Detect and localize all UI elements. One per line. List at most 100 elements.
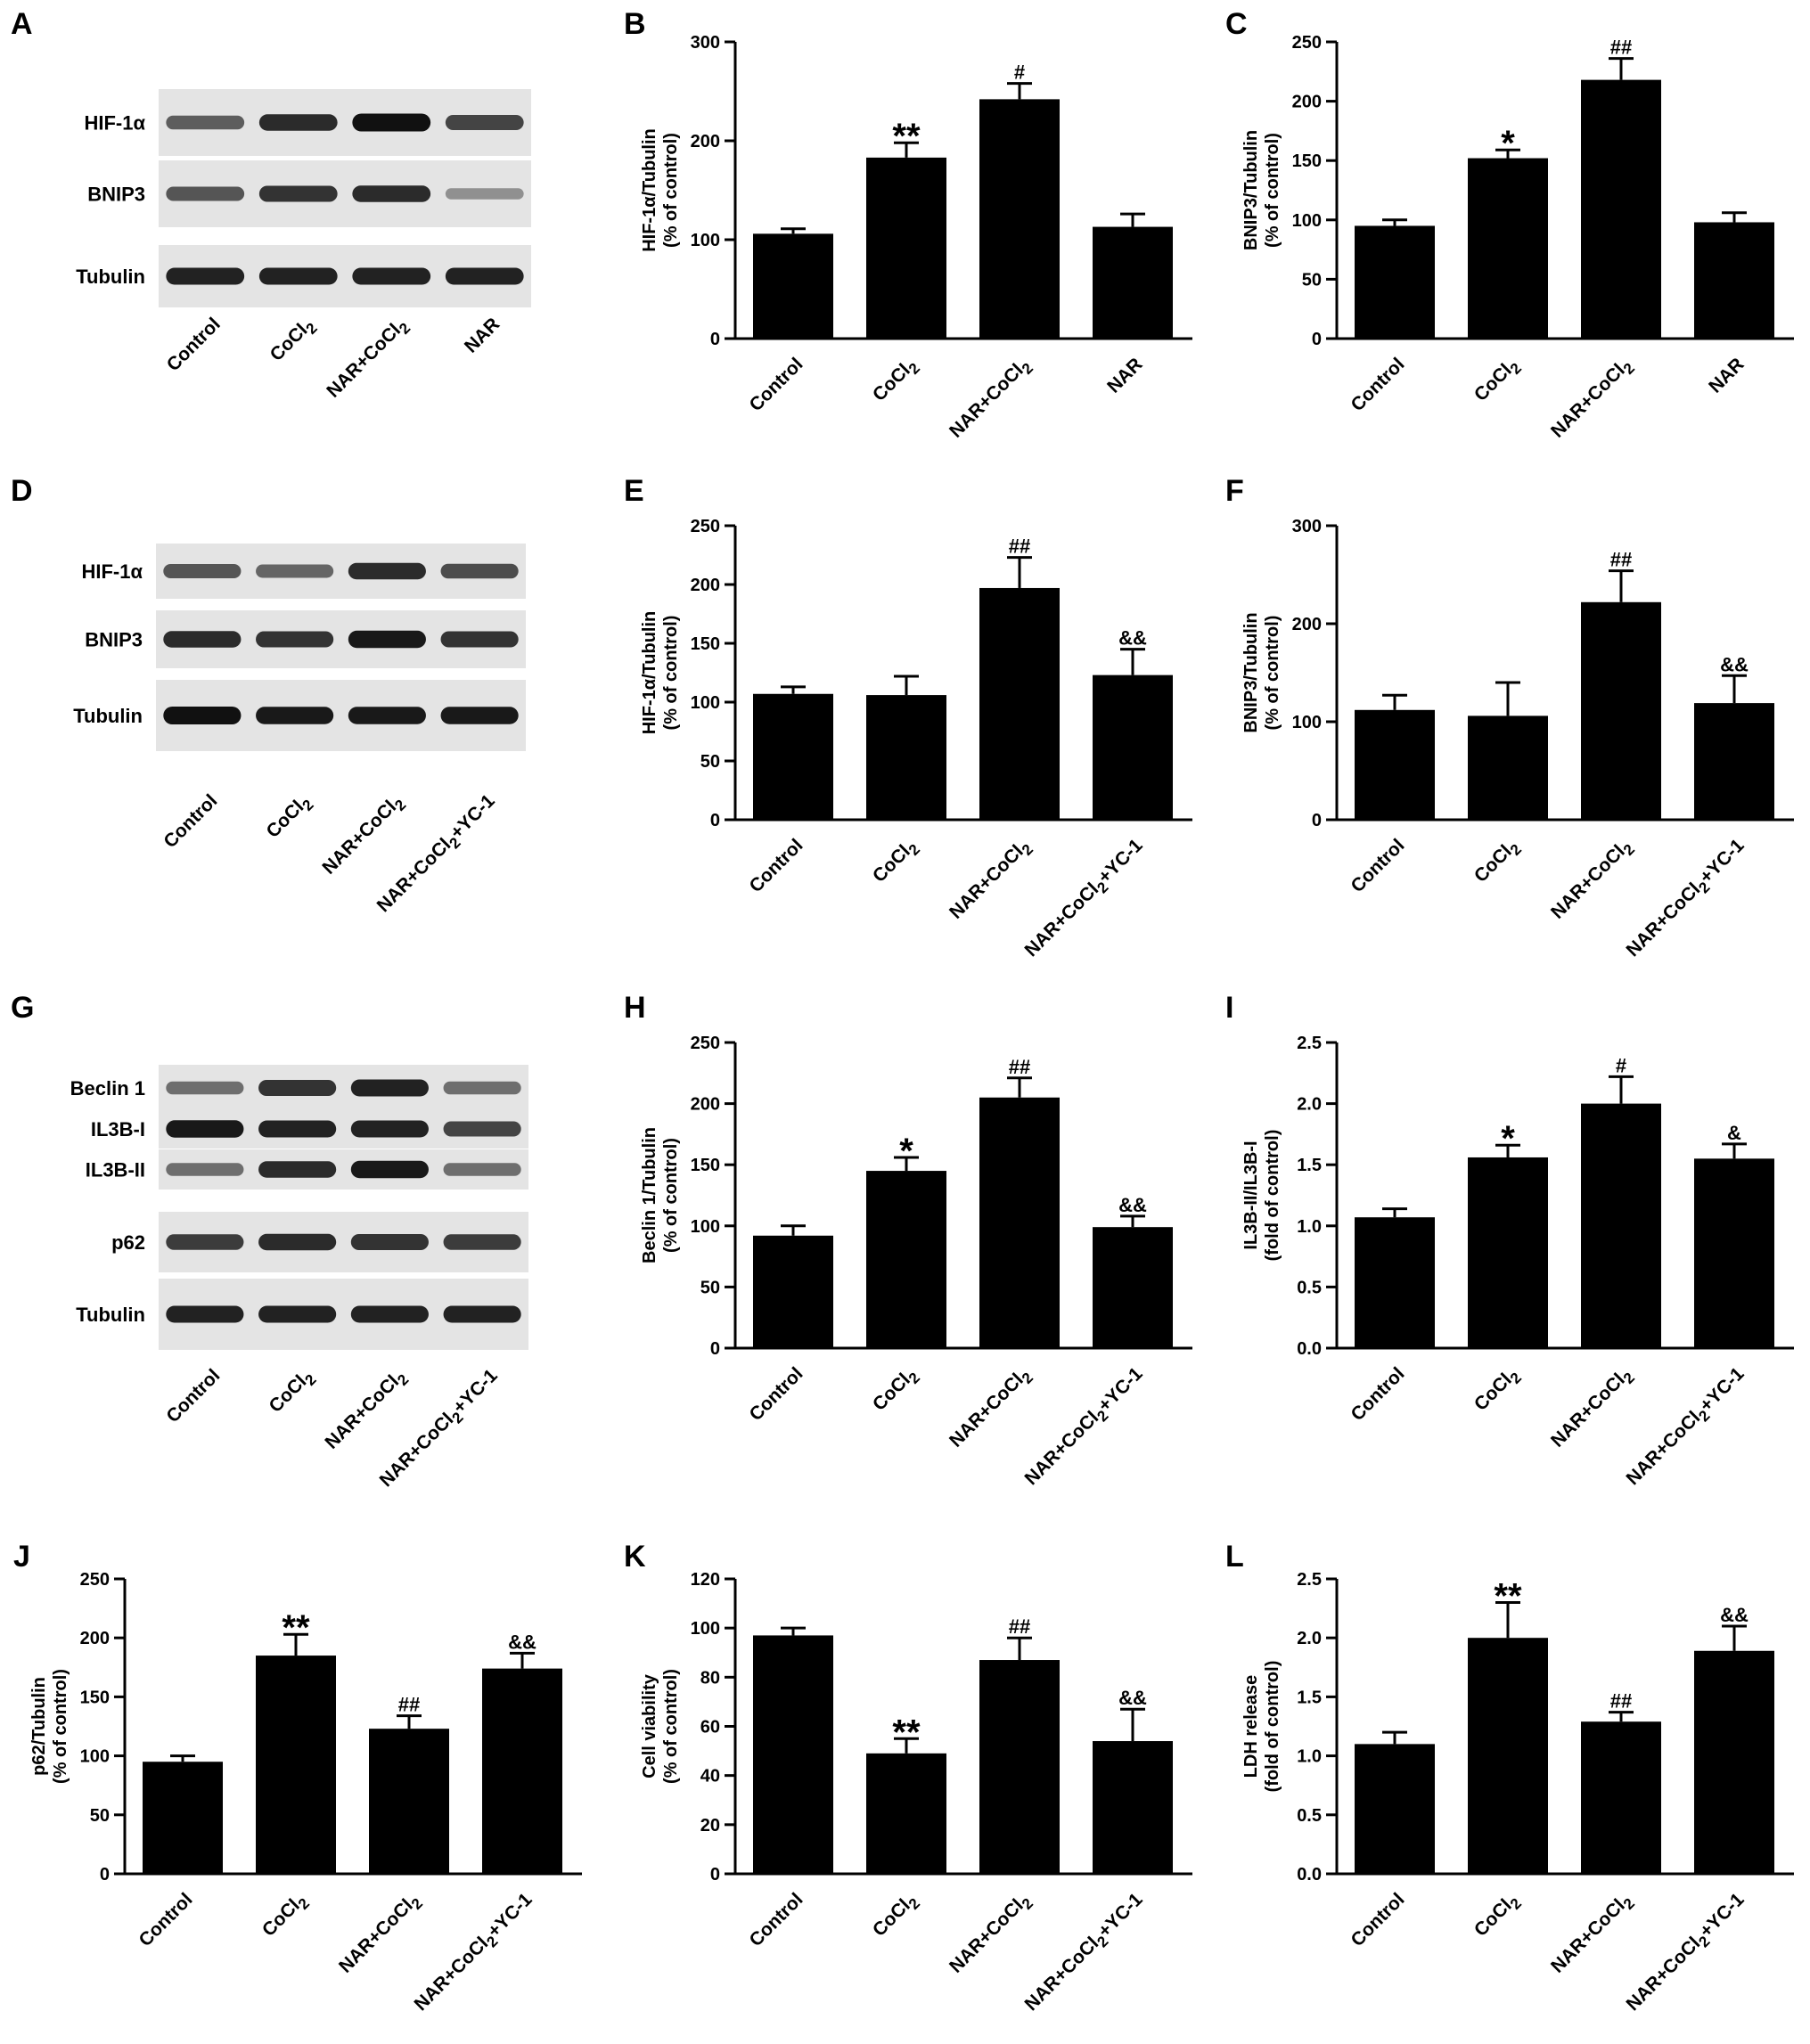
y-axis-label: Beclin 1/Tubulin [640,1127,659,1263]
y-tick-label: 200 [80,1629,110,1648]
panel-letter: E [624,474,644,508]
significance-mark: && [1118,1194,1147,1216]
panel-letter: A [11,7,33,41]
blot-panel-d: D HIF-1α BNIP3 Tubulin Control CoCl2 NAR+CoCl2… [11,474,526,916]
blot-panel-g: G Beclin 1 IL3B-I IL3B-II p62 Tubulin Control C… [11,991,528,1491]
blot-band [256,564,334,578]
x-tick-label: NAR+CoCl2+YC-1 [1623,1889,1752,2018]
x-tick-label: NAR+CoCl2 [946,354,1036,445]
blot-band [166,1234,244,1250]
y-tick-label: 200 [691,576,720,595]
bar [979,1660,1060,1874]
blot-band [166,1305,244,1323]
blot-band [440,563,519,579]
y-axis-label: Cell viability [640,1673,659,1778]
y-tick-label: 100 [691,693,720,713]
significance-mark: && [508,1631,536,1653]
blot-row-label: BNIP3 [85,629,143,651]
significance-mark: ## [1009,1056,1030,1078]
significance-mark: ## [398,1694,420,1716]
blot-band [163,564,242,578]
significance-mark: ** [282,1608,310,1647]
y-tick-label: 50 [700,1278,720,1297]
x-tick-label: NAR+CoCl2+YC-1 [1623,835,1752,964]
x-tick-label: Control [1347,1363,1408,1425]
panel-letter: F [1225,474,1244,508]
blot-row-label: Tubulin [76,266,145,288]
y-tick-label: 100 [80,1747,110,1767]
blot-band [258,1305,337,1323]
blot-band [445,188,524,200]
x-tick-label: Control [135,1889,196,1950]
bar [753,233,833,339]
y-axis-label: p62/Tubulin [29,1677,49,1776]
blot-band [350,1079,429,1097]
significance-mark: ** [892,1713,921,1752]
panel-letter: K [624,1540,646,1574]
y-tick-label: 200 [691,132,720,151]
y-tick-label: 100 [691,1619,720,1639]
y-tick-label: 1.5 [1297,1156,1322,1175]
blot-band [163,631,242,648]
x-tick-label: Control [745,835,807,896]
panel-letter: J [13,1540,30,1574]
bar [1468,1157,1548,1348]
panel-letter: B [624,7,646,41]
chart-c: C 0 50 100 150 200 250 BNIP3/Tubulin (% of contr… [1225,7,1794,442]
x-tick-label: NAR+CoCl2 [1547,1363,1638,1454]
bar [1355,709,1435,820]
y-tick-label: 2.5 [1297,1570,1322,1590]
y-tick-label: 100 [1292,211,1322,231]
chart-k: K 0 20 40 60 80 100 120 Cell viability (% of cont… [624,1540,1192,2015]
bar [1468,158,1548,339]
blot-band [258,267,338,285]
x-tick-label: NAR+CoCl2 [1547,1889,1638,1980]
y-axis-label: (fold of control) [1263,1661,1282,1793]
blot-band [352,113,431,132]
bar [979,99,1060,339]
y-tick-label: 0.0 [1297,1865,1322,1885]
x-tick-label: CoCl2 [1470,1363,1525,1418]
y-tick-label: 250 [691,517,720,536]
y-tick-label: 100 [1292,713,1322,732]
x-tick-label: NAR+CoCl2+YC-1 [411,1889,540,2018]
x-tick-label: Control [1347,354,1408,415]
x-tick-label: Control [1347,835,1408,896]
significance-mark: * [1501,124,1515,163]
blot-band [443,1121,521,1137]
y-tick-label: 1.0 [1297,1217,1322,1237]
blot-band [166,267,245,285]
chart-e: E 0 50 100 150 200 250 HIF-1α/Tubulin (% of cont… [624,474,1192,961]
x-tick-label: Control [745,354,807,415]
blot-band [258,1080,337,1096]
lane-label: NAR+CoCl2 [321,1365,412,1456]
significance-mark: && [1720,653,1749,675]
bar [753,1635,833,1874]
bar [1093,1741,1173,1874]
blot-band [348,707,426,724]
y-tick-label: 200 [1292,615,1322,634]
x-tick-label: CoCl2 [869,1889,923,1943]
y-axis-label: HIF-1α/Tubulin [640,128,659,252]
significance-mark: ## [1610,37,1632,59]
chart-f: F 0 100 200 300 BNIP3/Tubulin (% of control) Co… [1225,474,1794,964]
blot-band [166,115,245,130]
y-tick-label: 300 [691,33,720,53]
bar [753,1235,833,1348]
bar [256,1656,336,1874]
significance-mark: && [1118,1687,1147,1709]
y-tick-label: 50 [1302,270,1322,290]
blot-band [352,267,431,285]
blot-row-label: Beclin 1 [70,1077,145,1100]
y-tick-label: 0 [1312,330,1322,349]
y-tick-label: 100 [691,231,720,250]
y-tick-label: 300 [1292,517,1322,536]
y-axis-label: BNIP3/Tubulin [1241,612,1261,732]
x-tick-label: NAR [1705,354,1748,397]
chart-j: J 0 50 100 150 200 250 p62/Tubulin (% of control… [13,1540,582,2018]
bar [1355,225,1435,339]
x-tick-label: NAR+CoCl2+YC-1 [1021,1363,1151,1492]
lane-label: Control [160,790,221,852]
y-tick-label: 0.0 [1297,1339,1322,1359]
